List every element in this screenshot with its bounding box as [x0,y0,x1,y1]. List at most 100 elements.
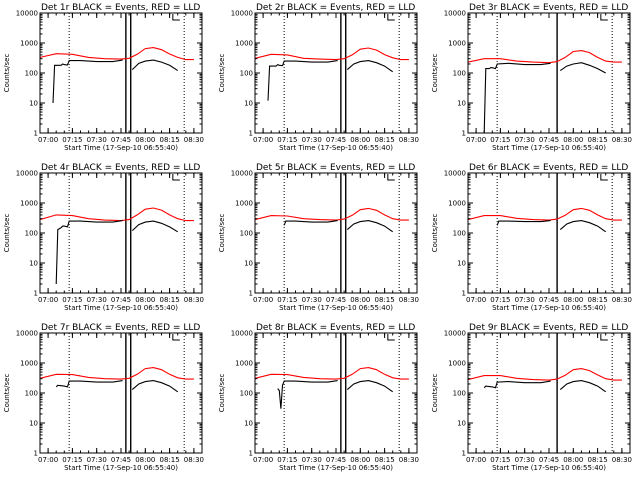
x-tick-label: 07:00 [466,136,486,144]
y-tick-label: 1000 [20,360,38,368]
x-tick-label: 07:15 [490,136,510,144]
x-tick-label: 08:00 [350,136,370,144]
y-tick-label: 10000 [231,170,253,178]
plot-area [468,13,622,133]
x-tick-label: 08:30 [399,136,419,144]
y-axis-label: Counts/sec [218,54,226,93]
x-tick-label: 08:00 [135,136,155,144]
x-tick-label: 07:45 [539,456,559,464]
x-tick-label: 08:15 [160,296,180,304]
panel-det-3r: Det 3r BLACK = Events, RED = LLD 1 10 100 10… [431,3,632,152]
y-tick-label: 100 [240,390,253,398]
y-tick-label: 10000 [231,330,253,338]
x-tick-label: 07:45 [111,296,131,304]
y-tick-label: 10000 [16,170,38,178]
lld-series-line [468,207,622,221]
events-series-line [346,380,394,393]
lld-series-line [255,207,409,221]
events-series-line [277,380,338,409]
y-tick-label: 10000 [16,330,38,338]
y-tick-label: 10 [29,420,38,428]
x-tick-label: 08:15 [375,456,395,464]
x-axis-label: Start Time (17-Sep-10 06:55:40) [279,144,393,152]
plot-frame [467,172,631,294]
panel-title: Det 3r BLACK = Events, RED = LLD [469,3,628,13]
x-tick-label: 08:30 [612,456,632,464]
lld-series-line [468,368,622,381]
y-axis-label: Counts/sec [3,214,11,253]
y-tick-label: 1 [462,290,466,298]
x-tick-label: 08:00 [563,456,583,464]
x-tick-label: 07:30 [515,136,535,144]
y-tick-label: 10000 [444,10,466,18]
y-tick-label: 1000 [448,360,466,368]
events-series-line [483,380,551,389]
panel-title: Det 2r BLACK = Events, RED = LLD [256,3,415,13]
y-tick-label: 1 [34,290,38,298]
x-tick-label: 07:15 [277,296,297,304]
events-series-line [55,380,123,388]
x-tick-label: 08:15 [160,136,180,144]
y-tick-label: 1 [462,450,466,458]
panel-title: Det 9r BLACK = Events, RED = LLD [469,323,628,333]
time-marker [172,14,180,21]
x-axis-label: Start Time (17-Sep-10 06:55:40) [279,464,393,472]
y-tick-label: 10 [457,260,466,268]
y-axis-label: Counts/sec [218,374,226,413]
y-tick-label: 1000 [235,200,253,208]
events-series-line [55,220,123,285]
events-series-line [346,220,394,233]
panel-det-2r: Det 2r BLACK = Events, RED = LLD 1 10 100 10… [218,3,419,152]
lld-series-line [255,367,409,380]
panel-title: Det 4r BLACK = Events, RED = LLD [41,163,200,173]
plot-frame [39,332,203,454]
x-tick-label: 07:00 [38,136,58,144]
x-tick-label: 07:45 [539,136,559,144]
events-series-line [283,220,338,226]
x-tick-label: 08:00 [135,296,155,304]
x-tick-label: 07:30 [302,296,322,304]
panel-det-5r: Det 5r BLACK = Events, RED = LLD 1 10 100 10… [218,163,419,312]
plot-area [40,13,194,133]
x-tick-label: 07:30 [515,296,535,304]
x-tick-label: 07:00 [38,296,58,304]
plot-frame [467,332,631,454]
time-marker [600,14,608,21]
y-tick-label: 100 [453,70,466,78]
x-tick-label: 08:30 [184,296,204,304]
x-tick-label: 08:15 [588,296,608,304]
y-tick-label: 1000 [20,200,38,208]
panel-det-7r: Det 7r BLACK = Events, RED = LLD 1 10 100 10… [3,323,204,472]
y-tick-label: 10 [244,420,253,428]
plot-area [255,333,409,453]
y-tick-label: 1000 [20,40,38,48]
events-series-line [346,60,394,73]
lld-series-line [40,207,194,222]
x-tick-label: 07:00 [253,456,273,464]
y-axis-label: Counts/sec [431,54,439,93]
x-axis-label: Start Time (17-Sep-10 06:55:40) [492,304,606,312]
x-tick-label: 07:30 [515,456,535,464]
y-tick-label: 100 [25,390,38,398]
x-tick-label: 08:00 [563,136,583,144]
events-series-line [267,60,338,101]
y-axis-label: Counts/sec [3,54,11,93]
x-tick-label: 08:15 [375,296,395,304]
y-tick-label: 1000 [235,40,253,48]
y-tick-label: 1000 [448,40,466,48]
x-axis-label: Start Time (17-Sep-10 06:55:40) [279,304,393,312]
y-tick-label: 100 [25,70,38,78]
x-tick-label: 07:15 [62,296,82,304]
plot-area [40,333,194,453]
panel-det-6r: Det 6r BLACK = Events, RED = LLD 1 10 100 10… [431,163,632,312]
x-tick-label: 08:00 [135,456,155,464]
y-tick-label: 10 [29,260,38,268]
x-tick-label: 08:15 [588,456,608,464]
y-axis-label: Counts/sec [431,374,439,413]
x-tick-label: 08:30 [184,456,204,464]
y-tick-label: 10000 [444,330,466,338]
time-marker [387,14,395,21]
x-axis-label: Start Time (17-Sep-10 06:55:40) [492,464,606,472]
x-tick-label: 08:00 [350,456,370,464]
y-tick-label: 1000 [448,200,466,208]
